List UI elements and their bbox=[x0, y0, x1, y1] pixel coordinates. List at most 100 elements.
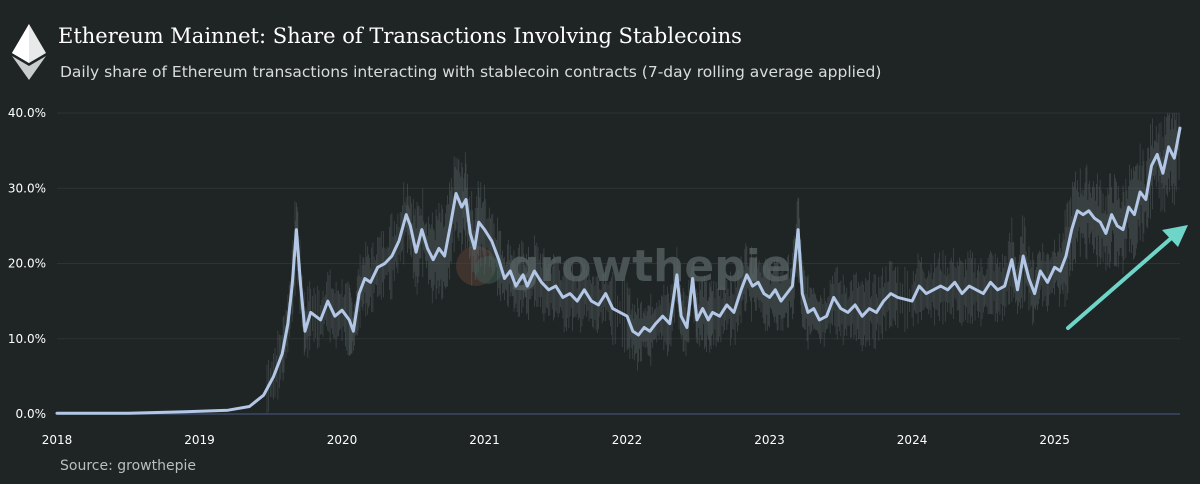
data-point bbox=[875, 311, 878, 314]
data-point bbox=[1139, 191, 1141, 193]
data-point bbox=[1105, 232, 1107, 235]
data-point bbox=[701, 307, 704, 310]
y-tick-label: 30.0% bbox=[8, 181, 46, 195]
data-point bbox=[554, 285, 557, 287]
data-point bbox=[184, 410, 187, 413]
data-point bbox=[295, 228, 298, 231]
data-point bbox=[812, 307, 815, 310]
data-point bbox=[1116, 225, 1119, 227]
data-point bbox=[465, 198, 467, 201]
data-point bbox=[547, 289, 550, 291]
data-point bbox=[1016, 289, 1019, 291]
y-axis-ticks: 0.0% 10.0% 20.0% 30.0% 40.0% bbox=[8, 106, 46, 421]
trend-arrow-icon bbox=[1066, 225, 1188, 330]
data-point bbox=[718, 315, 721, 317]
data-point bbox=[383, 262, 386, 265]
data-point bbox=[590, 300, 593, 302]
data-point bbox=[696, 319, 698, 321]
data-point bbox=[1179, 127, 1181, 129]
data-point bbox=[533, 270, 536, 272]
data-point bbox=[1156, 153, 1158, 156]
data-point bbox=[287, 322, 289, 325]
x-tick-label: 2025 bbox=[1039, 433, 1070, 447]
data-point bbox=[785, 292, 788, 295]
data-point bbox=[583, 289, 586, 291]
data-point bbox=[1122, 228, 1124, 231]
data-point bbox=[774, 289, 777, 291]
data-point bbox=[726, 304, 728, 306]
data-point bbox=[1065, 255, 1067, 257]
data-point bbox=[460, 206, 463, 208]
grid-layer bbox=[57, 112, 1180, 415]
data-point bbox=[1076, 210, 1079, 212]
data-point bbox=[854, 304, 856, 306]
data-point bbox=[946, 289, 949, 291]
data-point bbox=[751, 285, 754, 287]
x-tick-label: 2018 bbox=[42, 433, 73, 447]
data-point bbox=[334, 315, 336, 317]
data-point bbox=[1003, 285, 1006, 287]
data-point bbox=[1022, 255, 1025, 257]
y-tick-label: 0.0% bbox=[16, 407, 47, 421]
data-point bbox=[449, 225, 452, 227]
data-point bbox=[497, 258, 500, 261]
data-point bbox=[691, 277, 694, 280]
data-point bbox=[975, 289, 978, 291]
data-point bbox=[299, 285, 302, 287]
data-point bbox=[791, 285, 794, 287]
data-point bbox=[733, 311, 735, 314]
data-point bbox=[490, 240, 493, 242]
data-point bbox=[248, 405, 251, 408]
data-point bbox=[1033, 292, 1036, 295]
data-point bbox=[889, 292, 892, 295]
data-point bbox=[763, 292, 765, 295]
data-point bbox=[1110, 213, 1113, 216]
data-point bbox=[443, 255, 446, 257]
data-point bbox=[818, 319, 821, 321]
data-point bbox=[348, 319, 350, 321]
data-point bbox=[281, 353, 283, 355]
data-point bbox=[840, 307, 842, 310]
data-point bbox=[1099, 221, 1101, 223]
data-point bbox=[509, 270, 511, 272]
data-point bbox=[352, 330, 355, 333]
data-point bbox=[483, 228, 486, 231]
data-point bbox=[227, 409, 229, 412]
data-point bbox=[432, 258, 435, 261]
data-point bbox=[882, 300, 885, 302]
data-point bbox=[740, 289, 742, 291]
data-point bbox=[576, 300, 578, 302]
data-point bbox=[1039, 270, 1042, 272]
data-point bbox=[711, 311, 714, 314]
x-tick-label: 2019 bbox=[184, 433, 215, 447]
data-point bbox=[847, 311, 849, 314]
data-point bbox=[56, 412, 58, 415]
data-point bbox=[661, 315, 664, 317]
data-point bbox=[1011, 258, 1013, 261]
data-point bbox=[421, 228, 423, 231]
data-point bbox=[562, 296, 564, 299]
page-title: Ethereum Mainnet: Share of Transactions … bbox=[58, 24, 742, 48]
y-tick-label: 20.0% bbox=[8, 257, 46, 271]
data-point bbox=[426, 247, 429, 250]
ethereum-logo-icon bbox=[12, 24, 46, 80]
source-caption: Source: growthepie bbox=[60, 458, 196, 474]
data-point bbox=[515, 285, 517, 287]
x-axis-ticks: 2018 2019 2020 2021 2022 2023 2024 2025 bbox=[42, 433, 1070, 447]
data-point bbox=[438, 247, 440, 250]
data-point bbox=[676, 273, 678, 276]
data-point bbox=[341, 309, 343, 311]
data-point bbox=[996, 289, 999, 291]
data-point bbox=[649, 330, 651, 333]
data-point bbox=[1059, 270, 1062, 272]
data-point bbox=[127, 412, 130, 415]
data-point bbox=[780, 300, 782, 302]
data-point bbox=[637, 334, 640, 336]
data-point bbox=[797, 228, 799, 231]
data-point bbox=[503, 277, 506, 280]
data-point bbox=[455, 192, 457, 195]
data-point bbox=[1028, 277, 1030, 280]
data-point bbox=[291, 285, 293, 287]
data-point bbox=[989, 281, 992, 284]
